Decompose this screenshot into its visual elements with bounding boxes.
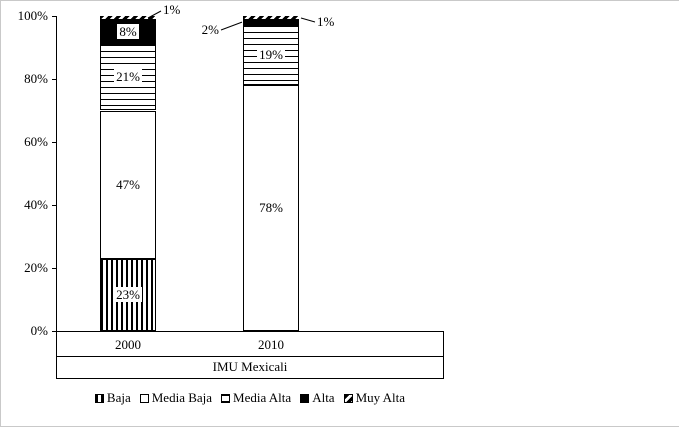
x-axis-line: [56, 331, 444, 332]
callout-label-2010-alta: 2%: [201, 22, 219, 37]
callout-label-2000-muy-alta: 1%: [163, 2, 181, 17]
x-axis-label-2000: 2000: [115, 337, 141, 352]
y-axis-line: [56, 16, 57, 332]
y-axis-tickmark: [52, 142, 56, 143]
bar-2000-label-alta: 8%: [100, 23, 156, 40]
bar-label-text: 47%: [114, 176, 142, 192]
legend-item-muy-alta: Muy Alta: [343, 390, 406, 406]
legend-swatch-muy-alta: [343, 393, 353, 403]
y-axis-tick-label: 60%: [24, 134, 48, 149]
y-axis-tickmark: [52, 331, 56, 332]
legend: Baja Media Baja Media Alta Alta Muy Alta: [56, 390, 444, 406]
y-axis-tick-label: 0%: [30, 323, 48, 338]
bar-2000-label-baja: 23%: [100, 286, 156, 303]
legend-label: Baja: [106, 390, 131, 405]
y-axis-tickmark: [52, 79, 56, 80]
y-axis-tickmark: [52, 205, 56, 206]
y-axis-tick-label: 80%: [24, 71, 48, 86]
y-axis-tickmark: [52, 268, 56, 269]
category-axis-divider-bottom: [56, 378, 444, 379]
y-axis-tick-label: 100%: [17, 8, 48, 23]
legend-item-baja: Baja: [94, 390, 131, 406]
legend-swatch-media-alta: [221, 393, 231, 403]
bar-2010-segment-alta: [243, 19, 299, 26]
bar-2000-segment-baja: [100, 258, 156, 331]
bar-2000-segment-muy-alta: [100, 16, 156, 20]
y-axis-tickmark: [52, 16, 56, 17]
bar-label-text: 19%: [257, 47, 285, 63]
x-axis-label-2010: 2010: [258, 337, 284, 352]
category-axis-end-tick-left: [56, 331, 57, 378]
legend-item-media-baja: Media Baja: [139, 390, 213, 406]
y-axis-tick-label: 40%: [24, 197, 48, 212]
legend-item-alta: Alta: [300, 390, 335, 406]
legend-label: Media Baja: [151, 390, 213, 405]
bar-label-text: 78%: [257, 200, 285, 216]
legend-swatch-baja: [94, 393, 104, 403]
callout-label-2010-muy-alta: 1%: [317, 14, 335, 29]
bar-2010-label-media-baja: 78%: [243, 200, 299, 216]
bar-2010-label-media-alta: 19%: [243, 47, 299, 63]
x-axis-group-label: IMU Mexicali: [212, 359, 288, 374]
category-axis-end-tick-right: [443, 331, 444, 378]
legend-label: Muy Alta: [355, 390, 406, 405]
bar-label-text: 23%: [114, 286, 142, 302]
legend-label: Media Alta: [233, 390, 292, 405]
bar-2010-segment-muy-alta: [243, 16, 299, 20]
legend-swatch-media-baja: [139, 393, 149, 403]
bar-2000-label-media-baja: 47%: [100, 176, 156, 193]
y-axis-tick-label: 20%: [24, 260, 48, 275]
bar-label-text: 21%: [114, 69, 142, 85]
legend-swatch-alta: [300, 393, 310, 403]
legend-item-media-alta: Media Alta: [221, 390, 291, 406]
category-axis-divider-top: [56, 356, 444, 357]
legend-label: Alta: [312, 390, 335, 405]
bar-label-text: 8%: [117, 23, 139, 39]
bar-2000-label-media-alta: 21%: [100, 69, 156, 85]
